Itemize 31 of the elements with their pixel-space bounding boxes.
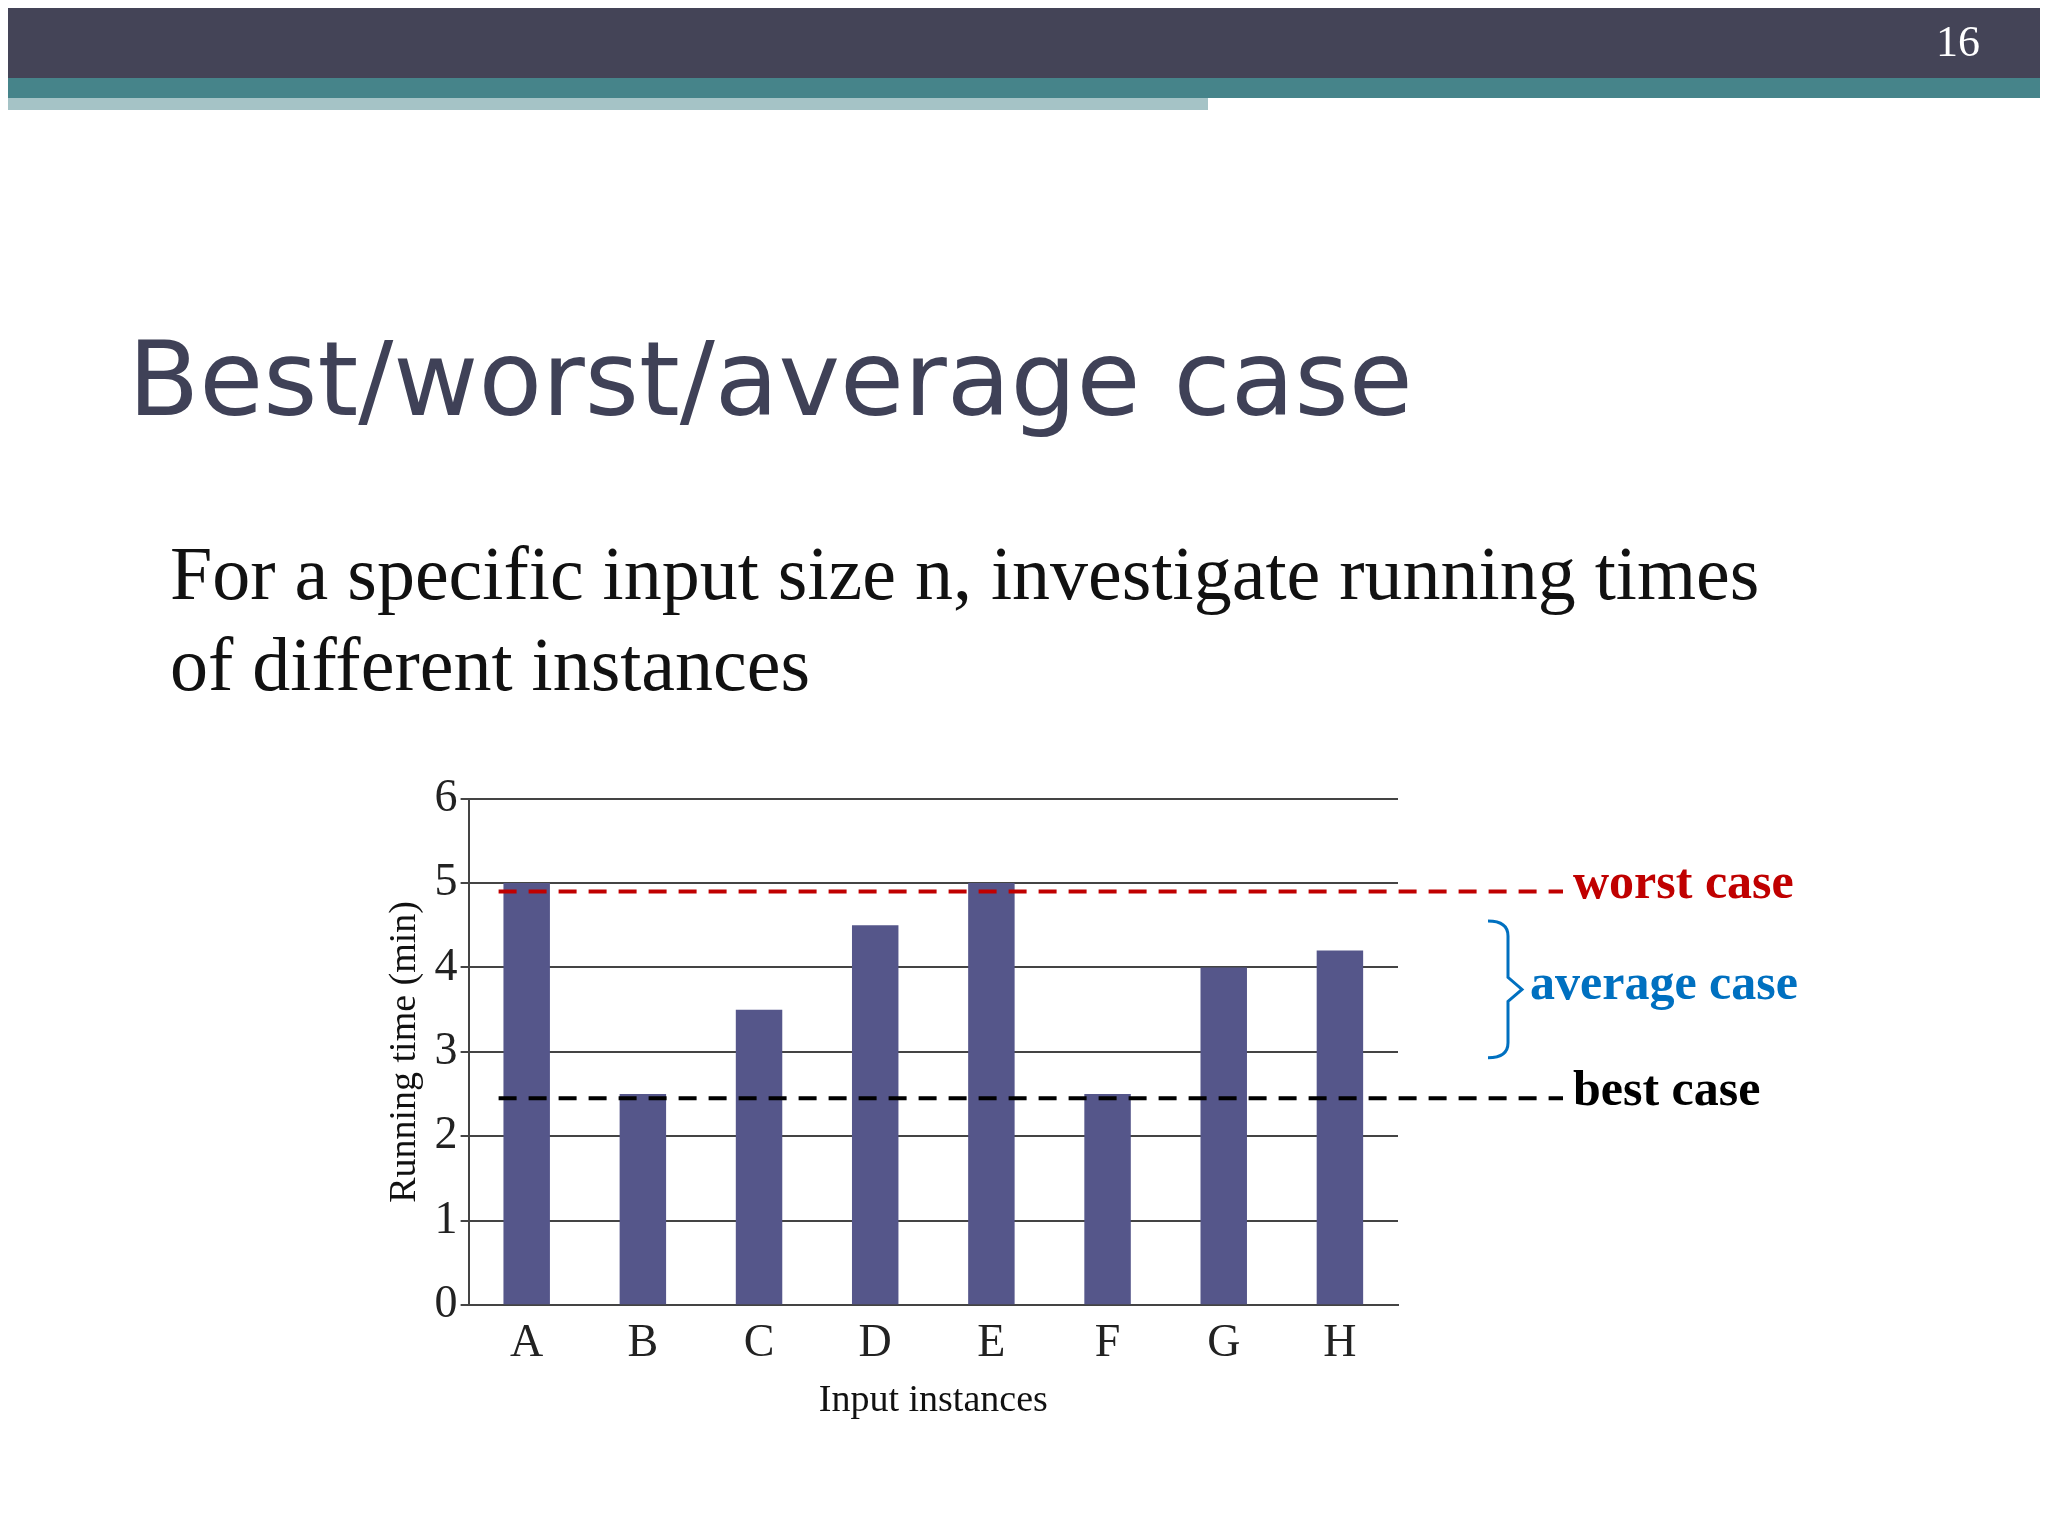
y-tick-label: 1 — [434, 1191, 458, 1243]
x-tick-label: B — [627, 1314, 659, 1366]
y-tick-label: 0 — [434, 1276, 458, 1328]
y-tick-label: 6 — [434, 769, 458, 821]
y-axis-title: Running time (min) — [380, 900, 424, 1203]
bar — [968, 883, 1015, 1305]
text: average case — [1530, 953, 1798, 1010]
y-tick-label: 5 — [434, 854, 458, 906]
bar — [735, 1009, 783, 1305]
text: 16 — [1936, 16, 1980, 67]
x-tick-label: D — [858, 1314, 892, 1366]
bar — [503, 883, 550, 1305]
x-tick-label: C — [743, 1314, 775, 1366]
x-tick-label: E — [977, 1314, 1006, 1366]
x-tick-label: G — [1207, 1314, 1241, 1366]
bar — [1084, 1094, 1131, 1305]
chart-subtitle: For a specific input size n, investigate running times of different instances — [170, 530, 1761, 709]
bar — [619, 1094, 667, 1305]
x-tick-label: H — [1323, 1314, 1357, 1366]
ref-line-label: worst case — [1573, 853, 1794, 910]
y-tick-label: 3 — [434, 1022, 458, 1074]
bar — [851, 925, 899, 1305]
bar — [1316, 950, 1364, 1305]
bar — [1200, 967, 1247, 1305]
x-axis-title: Input instances — [818, 1377, 1048, 1420]
x-tick-label: A — [510, 1314, 544, 1366]
x-tick-label: F — [1094, 1314, 1121, 1366]
y-tick-label: 4 — [434, 938, 458, 990]
ref-line-label: best case — [1573, 1060, 1761, 1117]
chart-title: Best/worst/average case — [128, 318, 1413, 440]
y-tick-label: 2 — [434, 1107, 458, 1159]
